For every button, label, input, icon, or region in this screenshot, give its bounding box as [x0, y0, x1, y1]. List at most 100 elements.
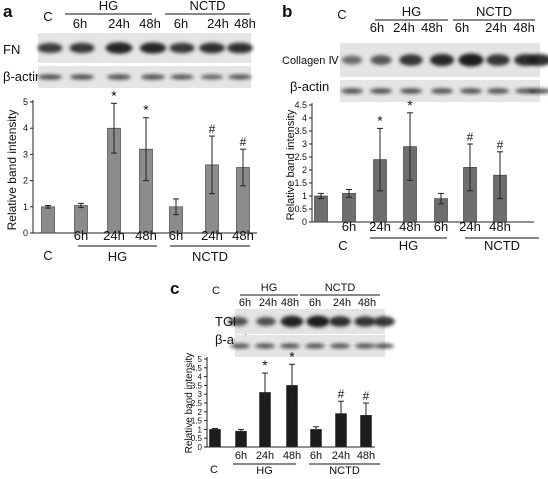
blot-band	[486, 54, 510, 66]
blot-band	[529, 88, 548, 94]
blot-band	[341, 88, 363, 94]
bar	[41, 206, 55, 234]
blot-band	[228, 74, 252, 80]
header-control-label: C	[212, 285, 220, 297]
header-time-label: 48h	[513, 20, 535, 35]
x-time-label: 6h	[434, 219, 448, 234]
header-time-label: 24h	[333, 297, 351, 309]
x-time-label: 24h	[332, 450, 350, 462]
x-time-label: 48h	[357, 450, 375, 462]
blot-band	[305, 343, 325, 349]
y-tick-label: 0	[23, 228, 28, 238]
header-control-label: C	[43, 9, 52, 24]
x-time-label: 24h	[103, 228, 125, 243]
x-time-label: 6h	[342, 219, 356, 234]
y-tick-label: 1	[23, 202, 28, 212]
blot-label: Collagen Ⅳ	[282, 55, 339, 67]
blot-band	[329, 316, 351, 327]
bar	[314, 195, 328, 223]
significance-hash: #	[497, 138, 504, 152]
x-control-label: C	[210, 464, 218, 476]
blot-band	[373, 316, 395, 327]
header-hg-label: HG	[261, 282, 278, 294]
significance-hash: #	[209, 122, 216, 136]
significance-asterisk: *	[111, 87, 117, 103]
bar	[235, 430, 247, 448]
header-time-label: 24h	[207, 16, 229, 31]
y-tick-label: 0	[302, 217, 307, 227]
blot-band	[330, 343, 350, 349]
header-hg-label: HG	[99, 0, 119, 13]
x-time-label: 48h	[135, 228, 157, 243]
x-nctd-label: NCTD	[484, 238, 520, 253]
x-hg-label: HG	[256, 465, 273, 477]
blot-band	[69, 42, 95, 54]
blot-band	[431, 88, 453, 94]
blot-band	[199, 42, 225, 54]
y-tick-label: 3.5	[294, 126, 307, 136]
x-time-label: 24h	[201, 228, 223, 243]
blot-band	[227, 42, 253, 54]
blot-band	[200, 74, 224, 80]
blot-band	[355, 343, 375, 349]
y-tick-label: 3	[198, 390, 203, 399]
blot-band	[528, 54, 548, 66]
significance-asterisk: *	[262, 357, 268, 373]
blot-band	[374, 343, 394, 349]
blot-band	[141, 74, 165, 80]
x-time-label: 24h	[369, 219, 391, 234]
y-tick-label: 3.5	[191, 381, 203, 390]
blot-label: FN	[3, 42, 20, 57]
header-time-label: 48h	[281, 297, 299, 309]
blot-band	[105, 42, 133, 54]
blot-band	[354, 316, 376, 327]
blot-band	[280, 343, 300, 349]
y-tick-label: 2	[198, 408, 203, 417]
x-time-label: 6h	[310, 450, 322, 462]
header-time-label: 6h	[370, 20, 384, 35]
blot-band	[487, 88, 509, 94]
header-time-label: 24h	[259, 297, 277, 309]
header-nctd-label: NCTD	[325, 282, 356, 294]
significance-asterisk: *	[289, 348, 295, 364]
significance-hash: #	[240, 135, 247, 149]
x-time-label: 6h	[169, 228, 183, 243]
x-hg-label: HG	[399, 238, 419, 253]
header-time-label: 48h	[139, 16, 161, 31]
blot-band	[306, 315, 330, 328]
header-time-label: 6h	[309, 297, 321, 309]
x-time-label: 48h	[283, 450, 301, 462]
header-time-label: 48h	[421, 20, 443, 35]
y-tick-label: 0.5	[294, 204, 307, 214]
y-tick-label: 1.5	[294, 178, 307, 188]
panel-letter: b	[282, 2, 292, 21]
x-control-label: C	[43, 248, 52, 263]
bar	[209, 429, 221, 448]
blot-band	[341, 55, 363, 65]
blot-band	[169, 42, 195, 54]
x-hg-label: HG	[108, 249, 128, 264]
y-tick-label: 2	[23, 176, 28, 186]
header-hg-label: HG	[402, 4, 422, 19]
blot-band	[370, 55, 392, 65]
x-control-label: C	[338, 238, 347, 253]
header-time-label: 48h	[234, 16, 256, 31]
blot-band	[38, 74, 62, 80]
blot-label: β-actin	[3, 69, 42, 84]
y-tick-label: 2	[302, 165, 307, 175]
header-nctd-label: NCTD	[189, 0, 225, 13]
blot-band	[400, 88, 422, 94]
y-tick-label: 5	[198, 355, 203, 364]
header-time-label: 24h	[108, 16, 130, 31]
blot-band	[170, 74, 194, 80]
panel-b: b C HG NCTD 6h 24h 48h 6h 24h 48h Collagen Ⅳ β-acti…	[282, 2, 548, 253]
x-time-label: 48h	[489, 219, 511, 234]
x-time-label: 6h	[74, 228, 88, 243]
y-tick-label: 0	[198, 443, 203, 452]
x-time-label: 48h	[399, 219, 421, 234]
y-tick-label: 4	[23, 123, 28, 133]
y-tick-label: 1	[198, 425, 203, 434]
blot-band	[139, 42, 167, 54]
